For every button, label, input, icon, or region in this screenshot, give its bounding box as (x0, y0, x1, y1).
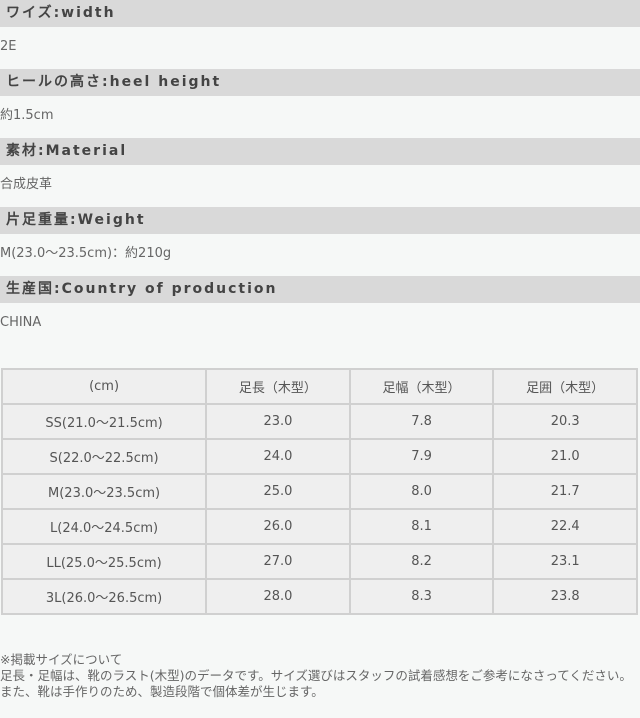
table-cell: 23.8 (492, 578, 638, 615)
table-row: LL(25.0〜25.5cm) 27.0 8.2 23.1 (0, 543, 638, 580)
table-cell: 7.8 (348, 403, 495, 440)
table-cell: 8.1 (348, 508, 495, 545)
table-cell: 24.0 (205, 438, 351, 475)
spec-heading: ワイズ:width (0, 0, 640, 27)
table-cell: 8.0 (348, 473, 495, 510)
table-row: S(22.0〜22.5cm) 24.0 7.9 21.0 (0, 438, 638, 475)
note-body: 足長・足幅は、靴のラスト(木型)のデータです。サイズ選びはスタッフの試着感想をご… (0, 668, 632, 699)
table-row: SS(21.0〜21.5cm) 23.0 7.8 20.3 (0, 403, 638, 440)
note-title: ※掲載サイズについて (0, 652, 123, 667)
table-cell: 20.3 (492, 403, 638, 440)
table-header-cell: 足長（木型） (205, 368, 351, 405)
table-cell: 27.0 (205, 543, 351, 580)
table-cell: 26.0 (205, 508, 351, 545)
size-table: (cm) 足長（木型） 足幅（木型） 足囲（木型） SS(21.0〜21.5cm) 23.… (0, 368, 638, 615)
table-cell: 25.0 (205, 473, 351, 510)
spec-value: 2E (0, 39, 17, 54)
table-cell: 7.9 (348, 438, 495, 475)
table-cell: 23.1 (492, 543, 638, 580)
table-row: L(24.0〜24.5cm) 26.0 8.1 22.4 (0, 508, 638, 545)
table-row: 3L(26.0〜26.5cm) 28.0 8.3 23.8 (0, 578, 638, 615)
spec-heading: 生産国:Country of production (0, 276, 640, 303)
table-header-row: (cm) 足長（木型） 足幅（木型） 足囲（木型） (0, 368, 638, 405)
spec-value: 約1.5cm (0, 108, 54, 123)
spec-value: CHINA (0, 315, 42, 330)
spec-heading: 素材:Material (0, 138, 640, 165)
spec-value: M(23.0〜23.5cm)：約210g (0, 246, 172, 261)
spec-value: 合成皮革 (0, 177, 53, 192)
table-row: M(23.0〜23.5cm) 25.0 8.0 21.7 (0, 473, 638, 510)
table-cell: 21.0 (492, 438, 638, 475)
table-cell: 21.7 (492, 473, 638, 510)
table-header-cell: (cm) (0, 368, 208, 405)
table-cell: SS(21.0〜21.5cm) (0, 403, 208, 440)
spec-heading: ヒールの高さ:heel height (0, 69, 640, 96)
size-note: ※掲載サイズについて 足長・足幅は、靴のラスト(木型)のデータです。サイズ選びは… (0, 652, 640, 700)
spec-heading: 片足重量:Weight (0, 207, 640, 234)
table-cell: 8.2 (348, 543, 495, 580)
table-cell: S(22.0〜22.5cm) (0, 438, 208, 475)
table-header-cell: 足囲（木型） (492, 368, 638, 405)
table-cell: M(23.0〜23.5cm) (0, 473, 208, 510)
table-cell: 23.0 (205, 403, 351, 440)
table-cell: 28.0 (205, 578, 351, 615)
table-cell: 3L(26.0〜26.5cm) (0, 578, 208, 615)
table-cell: LL(25.0〜25.5cm) (0, 543, 208, 580)
table-cell: 8.3 (348, 578, 495, 615)
table-header-cell: 足幅（木型） (348, 368, 495, 405)
table-cell: 22.4 (492, 508, 638, 545)
table-cell: L(24.0〜24.5cm) (0, 508, 208, 545)
